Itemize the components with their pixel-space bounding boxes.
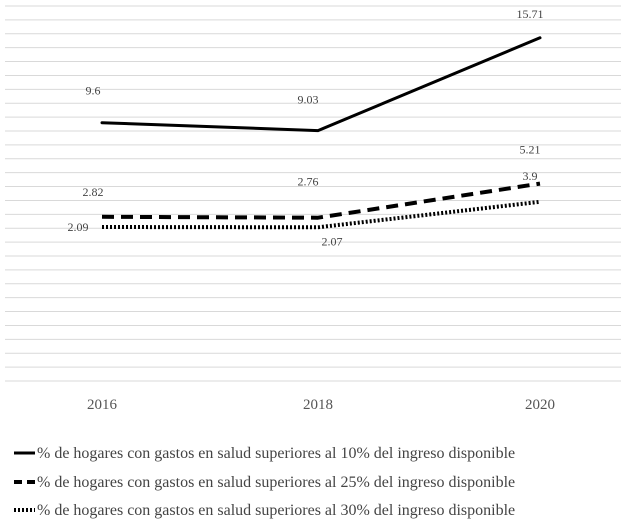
series-line-1: [100, 36, 542, 133]
data-label-s3-2016: 2.09: [68, 220, 89, 234]
x-tick-label-2016: 2016: [87, 397, 118, 413]
legend: % de hogares con gastos en salud superio…: [14, 445, 515, 519]
legend-item-3: % de hogares con gastos en salud superio…: [14, 502, 515, 519]
data-labels: 9.6 9.03 15.71 2.82 2.76 5.21 2.09 2.07 3.9: [68, 7, 544, 248]
legend-label: % de hogares con gastos en salud superio…: [37, 502, 515, 519]
legend-label: % de hogares con gastos en salud superio…: [37, 474, 515, 491]
data-label-s2-2016: 2.82: [83, 185, 104, 199]
series-line-2: [101, 181, 541, 220]
x-axis-ticks: 2016 2018 2020: [87, 397, 555, 413]
x-tick-label-2020: 2020: [525, 397, 555, 413]
x-tick-label-2018: 2018: [303, 397, 333, 413]
data-label-s1-2020: 15.71: [517, 7, 544, 21]
data-label-s3-2018: 2.07: [322, 234, 343, 248]
data-label-s1-2018: 9.03: [298, 93, 319, 107]
data-label-s2-2018: 2.76: [298, 175, 319, 189]
data-label-s2-2020: 5.21: [520, 143, 541, 157]
series-line-3: [101, 199, 541, 230]
data-label-s1-2016: 9.6: [86, 84, 101, 98]
data-label-s3-2020: 3.9: [523, 169, 538, 183]
legend-item-2: % de hogares con gastos en salud superio…: [14, 474, 515, 491]
series-lines: [100, 36, 542, 230]
legend-item-1: % de hogares con gastos en salud superio…: [14, 445, 515, 462]
legend-label: % de hogares con gastos en salud superio…: [37, 445, 515, 462]
